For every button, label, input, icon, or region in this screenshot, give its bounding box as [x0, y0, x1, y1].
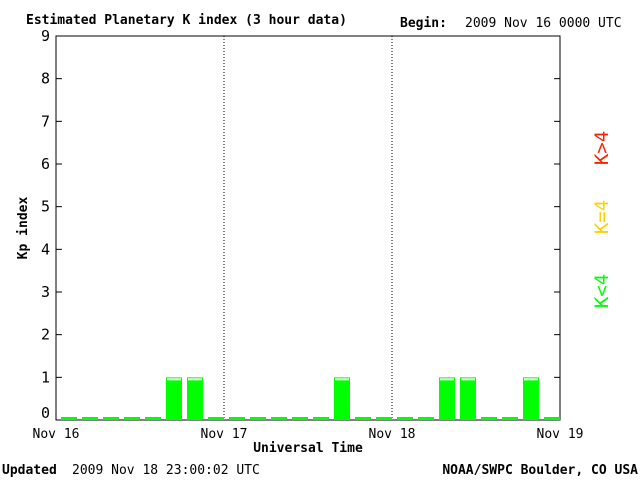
- kp-bar-highlight: [335, 378, 349, 381]
- kp-bar-highlight: [524, 378, 538, 381]
- plot-frame: [55, 35, 561, 421]
- kp-bar: [544, 417, 560, 420]
- y-axis-label: Kp index: [16, 197, 31, 260]
- y-tick-label: 1: [41, 368, 50, 386]
- kp-bar: [124, 417, 140, 420]
- kp-bar: [187, 377, 203, 420]
- y-tick-label: 6: [41, 155, 50, 173]
- y-tick-label: 9: [41, 27, 50, 45]
- y-tick-label: 2: [41, 326, 50, 344]
- x-tick-label: Nov 19: [537, 427, 584, 442]
- legend-k-greater-4: K>4: [591, 131, 613, 165]
- kp-bar: [334, 377, 350, 420]
- updated-label: Updated: [2, 463, 57, 478]
- kp-bar: [82, 417, 98, 420]
- day-dividers: [223, 36, 393, 420]
- y-tick-label: 0: [41, 404, 50, 422]
- begin-value: 2009 Nov 16 0000 UTC: [465, 16, 622, 31]
- legend: K>4 K=4 K<4: [591, 131, 613, 308]
- y-tick-label: 4: [41, 240, 50, 258]
- kp-bar: [523, 377, 539, 420]
- kp-bar: [166, 377, 182, 420]
- updated-value: 2009 Nov 18 23:00:02 UTC: [72, 463, 260, 478]
- kp-bar: [376, 417, 392, 420]
- kp-bar: [271, 417, 287, 420]
- kp-bar: [481, 417, 497, 420]
- legend-k-equal-4: K=4: [591, 200, 613, 234]
- bars-group: [61, 377, 560, 420]
- kp-bar: [418, 417, 434, 420]
- kp-bar: [229, 417, 245, 420]
- y-tick-label: 7: [41, 112, 50, 130]
- legend-k-less-4: K<4: [591, 274, 613, 308]
- kp-bar: [103, 417, 119, 420]
- y-axis: 0 1 2 3 4 5 6 7 8 9: [41, 27, 560, 422]
- x-axis-label: Universal Time: [253, 441, 363, 456]
- kp-bar: [61, 417, 77, 420]
- kp-bar: [292, 417, 308, 420]
- source-credit: NOAA/SWPC Boulder, CO USA: [442, 463, 638, 478]
- x-tick-label: Nov 17: [201, 427, 248, 442]
- x-tick-label: Nov 18: [369, 427, 416, 442]
- y-tick-label: 5: [41, 198, 50, 216]
- kp-bar-highlight: [440, 378, 454, 381]
- kp-bar: [355, 417, 371, 420]
- begin-label: Begin:: [400, 16, 447, 31]
- kp-bar: [145, 417, 161, 420]
- kp-bar: [439, 377, 455, 420]
- kp-bar-highlight: [461, 378, 475, 381]
- y-tick-label: 3: [41, 283, 50, 301]
- kp-bar: [250, 417, 266, 420]
- kp-bar: [460, 377, 476, 420]
- y-tick-label: 8: [41, 70, 50, 88]
- x-tick-label: Nov 16: [33, 427, 80, 442]
- kp-bar: [313, 417, 329, 420]
- kp-bar-highlight: [167, 378, 181, 381]
- x-axis: Nov 16 Nov 17 Nov 18 Nov 19: [33, 427, 584, 442]
- chart-title: Estimated Planetary K index (3 hour data…: [26, 13, 347, 28]
- kp-bar: [208, 417, 224, 420]
- kp-bar: [502, 417, 518, 420]
- kp-bar-highlight: [188, 378, 202, 381]
- kp-bar: [397, 417, 413, 420]
